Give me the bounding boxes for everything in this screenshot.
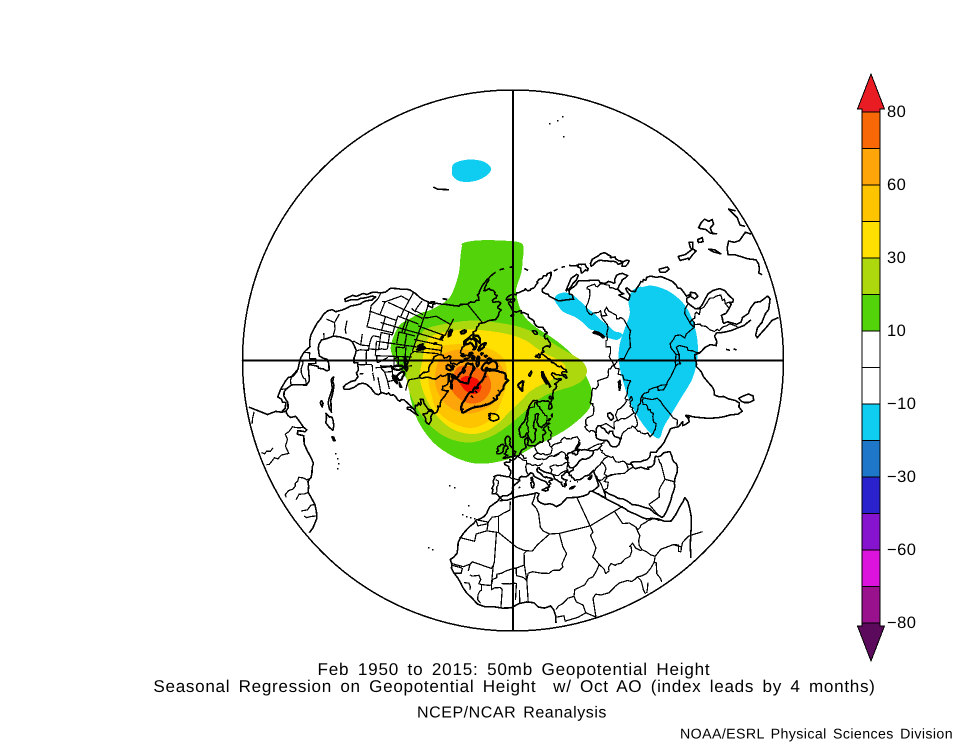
svg-text:NOAA/ESRL Physical Sciences Di: NOAA/ESRL Physical Sciences Division <box>680 727 953 743</box>
svg-text:10: 10 <box>887 322 906 340</box>
svg-text:Feb 1950 to 2015: 50mb Geopote: Feb 1950 to 2015: 50mb Geopotential Heig… <box>318 660 711 679</box>
svg-text:−60: −60 <box>887 541 917 559</box>
svg-text:80: 80 <box>887 103 906 121</box>
svg-text:NCEP/NCAR Reanalysis: NCEP/NCAR Reanalysis <box>417 705 607 722</box>
svg-text:−80: −80 <box>887 614 917 632</box>
svg-text:−10: −10 <box>887 395 917 413</box>
svg-text:Seasonal Regression on Geopote: Seasonal Regression on Geopotential Heig… <box>153 677 875 696</box>
svg-text:−30: −30 <box>887 468 917 486</box>
svg-text:60: 60 <box>887 176 906 194</box>
svg-text:30: 30 <box>887 249 906 267</box>
